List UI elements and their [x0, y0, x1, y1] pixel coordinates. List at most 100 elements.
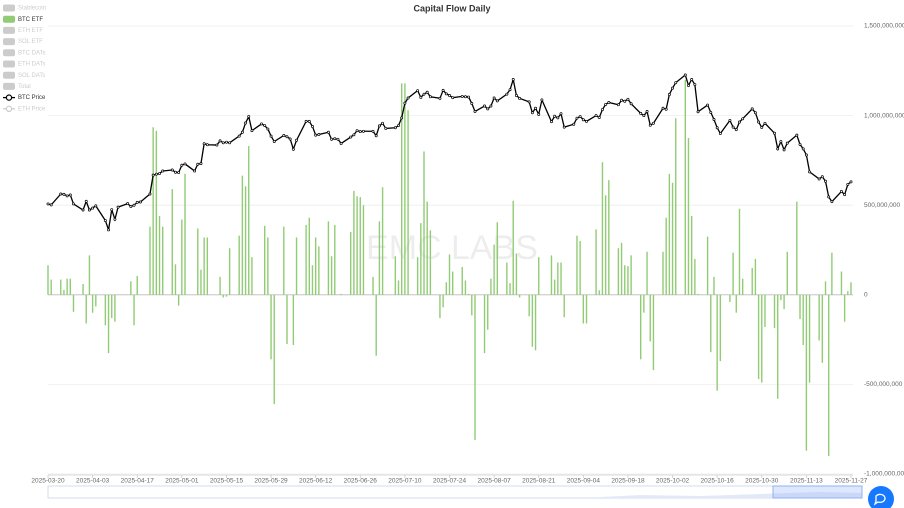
- bar: [528, 294, 530, 317]
- bar: [248, 146, 250, 295]
- bar: [152, 127, 154, 295]
- price-point: [808, 170, 812, 174]
- price-point: [196, 162, 200, 166]
- zoom-preview: [600, 492, 862, 498]
- bar: [429, 230, 432, 295]
- bar: [362, 205, 365, 295]
- bar: [439, 294, 441, 319]
- x-tick-label: 2025-07-10: [388, 478, 422, 485]
- zoom-window[interactable]: [772, 485, 863, 499]
- bar: [420, 223, 422, 295]
- bar: [267, 237, 269, 295]
- price-point: [170, 168, 174, 172]
- legend-item[interactable]: ETH ETF: [3, 26, 43, 34]
- price-point: [728, 118, 732, 122]
- legend-item[interactable]: ETH Price: [3, 105, 46, 112]
- legend-label: BTC Price: [18, 95, 46, 101]
- bar: [563, 294, 565, 318]
- price-point: [377, 124, 381, 128]
- bar: [496, 222, 498, 295]
- price-point: [215, 143, 219, 147]
- legend-label: SOL DATs: [18, 73, 45, 79]
- price-point: [339, 141, 343, 145]
- price-point: [824, 179, 827, 183]
- price-point: [562, 125, 566, 129]
- bar: [82, 284, 84, 295]
- price-point: [616, 103, 620, 107]
- bar: [818, 294, 820, 341]
- bar: [244, 186, 247, 295]
- bar: [643, 294, 645, 313]
- bar: [251, 257, 253, 295]
- price-point: [527, 100, 531, 104]
- legend-item[interactable]: SOL DATs: [3, 71, 45, 79]
- bar: [732, 252, 734, 295]
- price-point: [626, 97, 630, 101]
- x-tick-label: 2025-10-30: [745, 478, 779, 485]
- price-point: [492, 96, 496, 100]
- price-point: [65, 194, 69, 198]
- price-point: [607, 101, 611, 104]
- bar: [786, 251, 788, 295]
- price-point: [741, 117, 745, 121]
- price-point: [642, 114, 646, 118]
- bar: [694, 258, 696, 295]
- bar: [295, 237, 298, 295]
- legend-item[interactable]: Total: [3, 82, 31, 90]
- bar: [604, 195, 607, 295]
- price-point: [674, 81, 678, 85]
- legend-item[interactable]: BTC DATs: [3, 49, 46, 56]
- price-point: [46, 202, 50, 206]
- x-tick-label: 2025-09-04: [567, 478, 601, 485]
- price-point: [776, 147, 780, 151]
- price-point: [422, 92, 426, 96]
- bar: [283, 226, 285, 295]
- legend-item[interactable]: Stablecoin: [3, 4, 46, 12]
- price-point: [537, 112, 541, 116]
- bar: [286, 294, 288, 345]
- bar: [671, 182, 674, 295]
- chat-button[interactable]: [868, 486, 894, 508]
- bar: [394, 256, 397, 295]
- x-tick-label: 2025-05-01: [165, 478, 199, 485]
- price-point: [428, 95, 432, 99]
- x-tick-label: 2025-04-03: [76, 478, 110, 485]
- price-point: [59, 192, 63, 196]
- bar: [206, 237, 209, 295]
- price-point: [291, 147, 295, 151]
- bar: [155, 130, 158, 295]
- x-tick-label: 2025-10-16: [701, 478, 735, 485]
- price-point: [158, 172, 161, 175]
- bar: [582, 294, 585, 324]
- data-zoom[interactable]: [47, 485, 863, 499]
- bar: [585, 294, 588, 324]
- bar: [827, 294, 830, 457]
- legend-item[interactable]: ETH DATs: [3, 60, 46, 68]
- price-point: [585, 119, 588, 123]
- bar: [305, 224, 307, 295]
- price-point: [272, 140, 276, 143]
- price-point: [623, 99, 627, 103]
- bar: [273, 294, 275, 405]
- price-points: [46, 73, 853, 232]
- x-tick-label: 2025-05-15: [210, 478, 244, 485]
- legend-icon: [3, 38, 15, 46]
- y-tick-label: 0: [864, 292, 868, 299]
- x-tick-label: 2025-11-27: [835, 478, 868, 485]
- bar: [601, 162, 604, 295]
- bar: [576, 235, 578, 295]
- bar: [598, 290, 600, 295]
- bar: [595, 229, 597, 295]
- chat-circle[interactable]: [868, 486, 894, 508]
- bar: [50, 279, 52, 295]
- price-point: [81, 208, 85, 212]
- bar: [560, 262, 562, 295]
- legend-item[interactable]: BTC Price: [3, 94, 46, 101]
- price-point: [374, 134, 378, 138]
- bar: [162, 226, 164, 295]
- price-point: [511, 77, 515, 81]
- bar: [668, 173, 671, 295]
- bar: [757, 294, 760, 380]
- legend-item[interactable]: SOL ETF: [3, 38, 43, 45]
- legend-item[interactable]: BTC ETF: [3, 15, 43, 23]
